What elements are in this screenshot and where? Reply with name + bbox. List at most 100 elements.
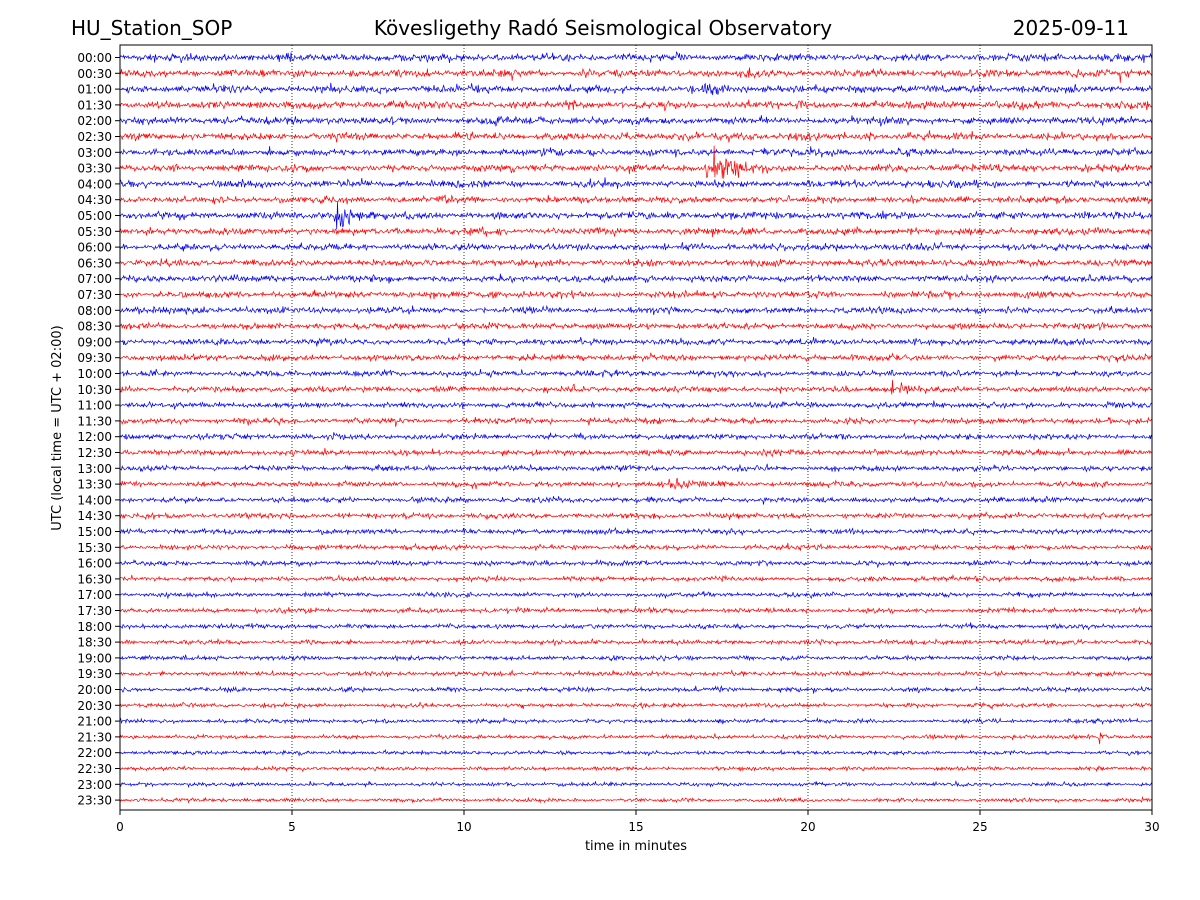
- y-tick-label: 21:30: [77, 730, 112, 744]
- trace-row: [119, 145, 1153, 179]
- y-axis-label: UTC (local time = UTC + 02:00): [50, 325, 65, 530]
- y-tick-label: 03:00: [77, 146, 112, 160]
- y-tick-label: 13:00: [77, 462, 112, 476]
- y-tick-label: 03:30: [77, 162, 112, 176]
- trace-row: [119, 732, 1153, 745]
- y-tick-label: 04:00: [77, 177, 112, 191]
- trace-row: [119, 764, 1153, 773]
- trace-row: [119, 495, 1153, 505]
- y-tick-label: 20:00: [77, 683, 112, 697]
- trace-row: [119, 82, 1153, 96]
- y-tick-label: 13:30: [77, 478, 112, 492]
- y-tick-label: 15:00: [77, 525, 112, 539]
- trace-row: [119, 225, 1153, 238]
- trace-row: [119, 447, 1153, 458]
- trace-row: [119, 258, 1153, 269]
- trace-row: [119, 416, 1153, 427]
- y-tick-label: 07:00: [77, 272, 112, 286]
- y-tick-label: 10:00: [77, 367, 112, 381]
- y-tick-label: 12:00: [77, 430, 112, 444]
- trace-row: [119, 273, 1153, 284]
- trace-row: [119, 51, 1153, 64]
- y-tick-label: 23:00: [77, 778, 112, 792]
- y-tick-label: 01:30: [77, 98, 112, 112]
- x-tick-labels: 0 5 10 15 20 25 30: [116, 810, 1160, 834]
- x-tick-label: 30: [1144, 820, 1159, 834]
- trace-row: [119, 289, 1153, 300]
- y-tick-label: 05:00: [77, 209, 112, 223]
- y-tick-label: 00:00: [77, 51, 112, 65]
- x-tick-label: 25: [972, 820, 987, 834]
- trace-row: [119, 654, 1153, 662]
- trace-row: [119, 573, 1153, 583]
- y-tick-label: 16:00: [77, 557, 112, 571]
- y-tick-label: 00:30: [77, 67, 112, 81]
- y-tick-label: 04:30: [77, 193, 112, 207]
- trace-row: [119, 637, 1153, 647]
- trace-row: [119, 779, 1153, 789]
- trace-row: [119, 542, 1153, 552]
- date-title: 2025-09-11: [1013, 16, 1129, 40]
- trace-row: [119, 590, 1153, 600]
- trace-row: [119, 146, 1153, 158]
- y-tick-label: 16:30: [77, 572, 112, 586]
- y-tick-label: 07:30: [77, 288, 112, 302]
- trace-row: [119, 526, 1153, 537]
- trace-row: [119, 194, 1153, 205]
- trace-row: [119, 304, 1153, 316]
- y-tick-label: 02:30: [77, 130, 112, 144]
- x-tick-label: 10: [456, 820, 471, 834]
- y-tick-label: 01:00: [77, 83, 112, 97]
- y-tick-label: 08:30: [77, 320, 112, 334]
- chart-title: Kövesligethy Radó Seismological Observat…: [374, 16, 832, 40]
- trace-row: [119, 67, 1153, 83]
- y-tick-label: 05:30: [77, 225, 112, 239]
- trace-row: [119, 558, 1153, 569]
- trace-row: [119, 352, 1153, 363]
- y-tick-label: 12:30: [77, 446, 112, 460]
- y-tick-label: 21:00: [77, 715, 112, 729]
- trace-row: [119, 130, 1153, 143]
- y-tick-label: 11:30: [77, 414, 112, 428]
- y-tick-label: 18:30: [77, 636, 112, 650]
- x-tick-label: 20: [800, 820, 815, 834]
- y-tick-label: 19:00: [77, 651, 112, 665]
- y-tick-label: 17:00: [77, 588, 112, 602]
- y-tick-label: 22:00: [77, 746, 112, 760]
- trace-row: [119, 748, 1153, 757]
- trace-row: [119, 605, 1153, 615]
- seismic-traces: [119, 51, 1153, 804]
- y-tick-label: 19:30: [77, 667, 112, 681]
- trace-row: [119, 201, 1153, 230]
- y-tick-label: 18:00: [77, 620, 112, 634]
- y-tick-label: 22:30: [77, 762, 112, 776]
- y-tick-label: 23:30: [77, 794, 112, 808]
- x-tick-label: 5: [288, 820, 296, 834]
- grid-lines: [291, 45, 981, 810]
- trace-row: [119, 463, 1153, 473]
- trace-row: [119, 622, 1153, 631]
- trace-row: [119, 511, 1153, 521]
- y-tick-label: 08:00: [77, 304, 112, 318]
- trace-row: [119, 795, 1153, 804]
- y-tick-label: 20:30: [77, 699, 112, 713]
- trace-row: [119, 321, 1153, 331]
- y-tick-label: 15:30: [77, 541, 112, 555]
- trace-row: [119, 115, 1153, 128]
- trace-row: [119, 368, 1153, 379]
- trace-row: [119, 379, 1153, 395]
- trace-row: [119, 336, 1153, 347]
- y-tick-label: 09:00: [77, 335, 112, 349]
- trace-row: [119, 716, 1153, 726]
- y-tick-label: 02:00: [77, 114, 112, 128]
- station-title: HU_Station_SOP: [71, 16, 232, 40]
- trace-row: [119, 99, 1153, 112]
- y-tick-label: 11:00: [77, 399, 112, 413]
- y-tick-label: 14:30: [77, 509, 112, 523]
- y-tick-label: 14:00: [77, 493, 112, 507]
- x-axis-label: time in minutes: [585, 839, 687, 854]
- trace-row: [119, 241, 1153, 252]
- trace-row: [119, 400, 1153, 410]
